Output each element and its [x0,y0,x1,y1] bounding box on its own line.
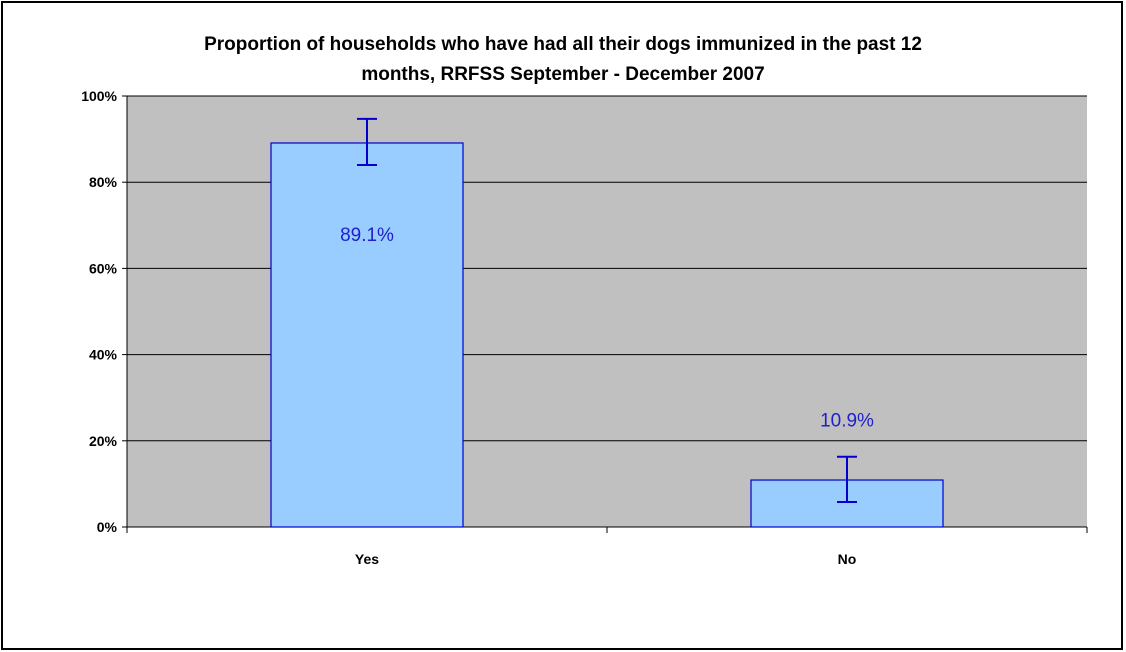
y-axis-ticks: 0% 20% 40% 60% 80% 100% [81,88,127,535]
y-tick-label: 80% [89,174,118,190]
bar-no [750,479,944,528]
chart-title-line-1: Proportion of households who have had al… [204,34,922,55]
data-label: 10.9% [820,411,874,432]
data-labels: 89.1% 10.9% [340,225,874,432]
y-tick-label: 0% [97,519,118,535]
chart-title-line-2: months, RRFSS September - December 2007 [361,64,764,85]
y-tick-label: 100% [81,88,117,104]
y-tick-label: 20% [89,433,118,449]
data-label: 89.1% [340,225,394,246]
x-category-label: Yes [355,551,379,567]
x-category-label: No [838,551,857,567]
x-axis-ticks: Yes No [126,527,1088,567]
y-tick-label: 60% [89,260,118,276]
bar-yes [270,142,464,528]
error-bars [357,117,857,504]
y-tick-label: 40% [89,347,118,363]
bars [270,142,944,528]
